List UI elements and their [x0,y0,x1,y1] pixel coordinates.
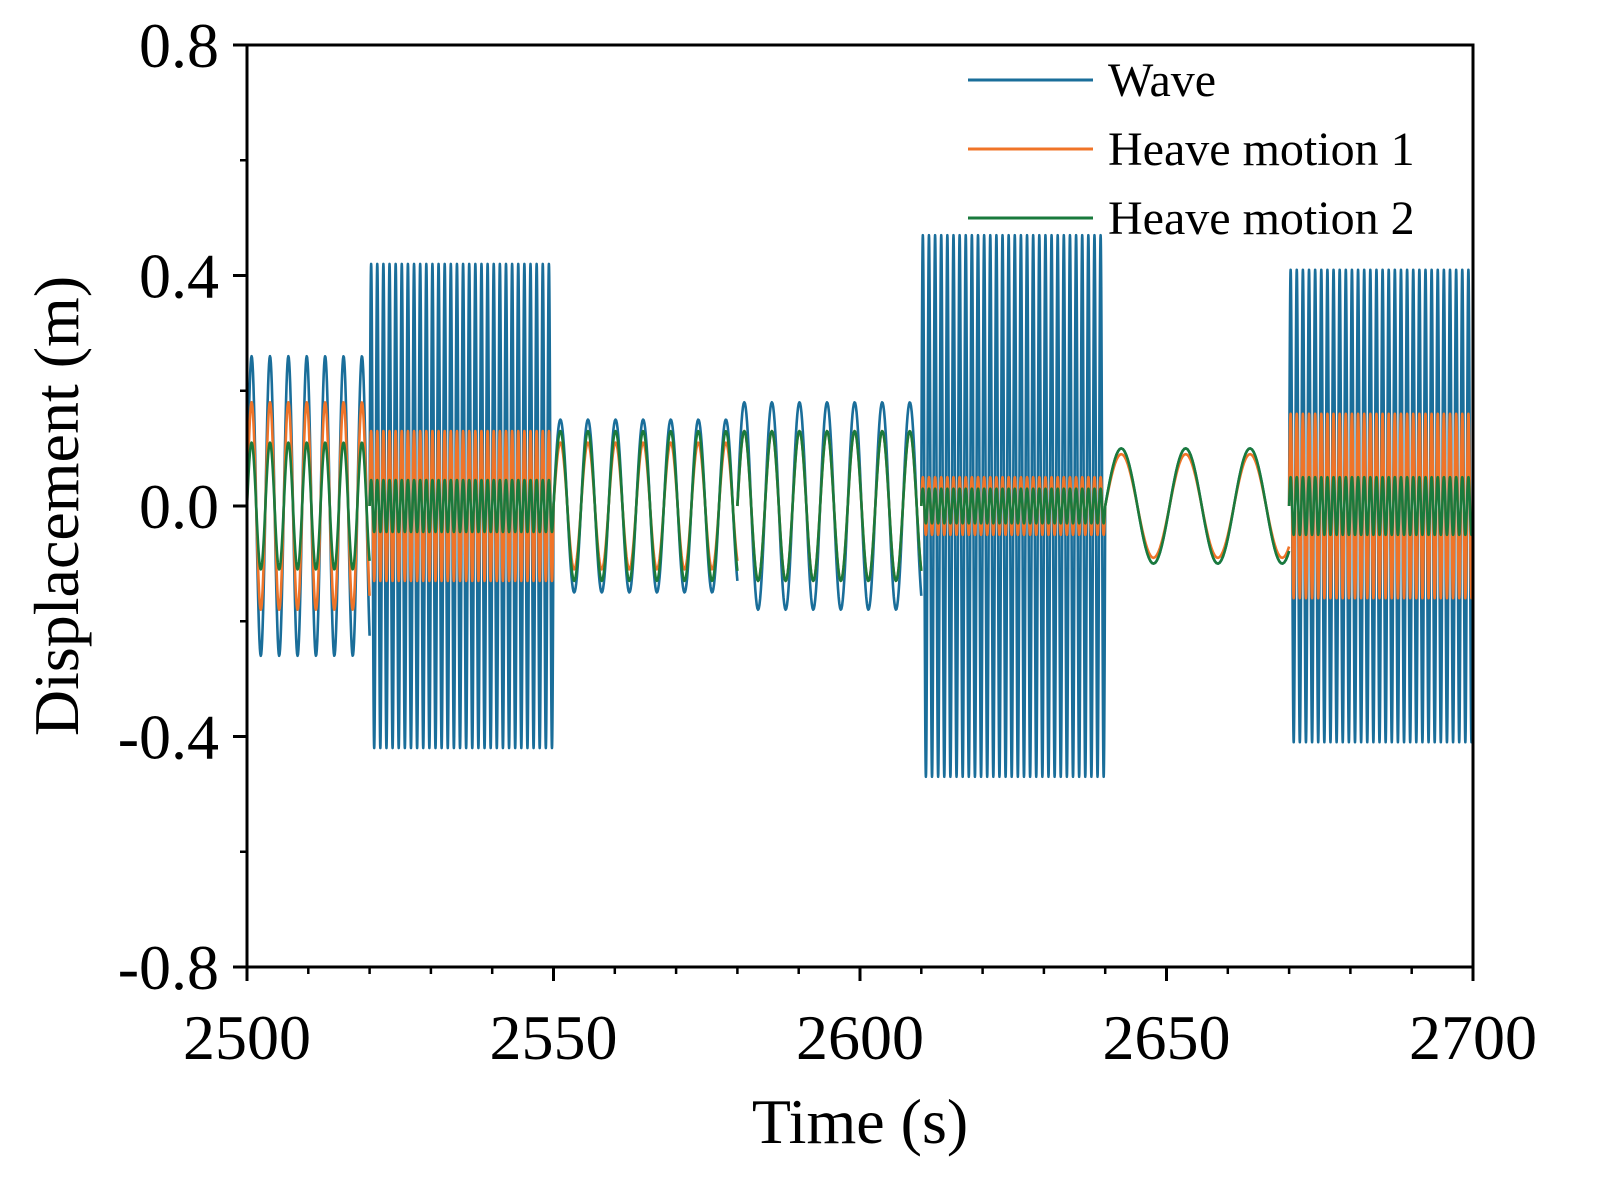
y-axis-title: Displacement (m) [21,276,92,736]
series-line-3-seg-6 [1103,447,1291,565]
axis-ticks [233,43,1475,981]
y-tick-label: -0.8 [118,932,219,1003]
x-tick-label: 2550 [490,1002,618,1073]
series-line-3-seg-2 [368,478,555,534]
series-line-3-seg-7 [1287,475,1475,537]
legend-item-2: Heave motion 1 [968,123,1415,176]
legend-label: Heave motion 1 [1108,123,1415,176]
legend: Wave Heave motion 1 Heave motion 2 [968,54,1415,245]
series-line-3-seg-4 [736,429,923,583]
x-tick-label: 2650 [1103,1002,1231,1073]
axis-tick-labels: 2500 2550 2600 2650 2700 -0.8 -0.4 0.0 0.4 0.8 [118,10,1537,1073]
x-tick-label: 2600 [796,1002,924,1073]
y-tick-label: 0.8 [139,10,219,81]
x-tick-label: 2700 [1409,1002,1537,1073]
series-3 [245,429,1475,583]
series-line-3-seg-3 [552,429,739,583]
y-tick-label: 0.4 [139,241,219,312]
series-line-1-seg-6 [1103,447,1291,565]
series-line-2-seg-6 [1103,452,1291,560]
y-tick-label: -0.4 [118,702,219,773]
legend-label: Wave [1108,54,1216,107]
series-layer [245,233,1475,779]
legend-label: Heave motion 2 [1108,192,1415,245]
legend-item-1: Wave [968,54,1216,107]
series-line-3-seg-1 [245,441,371,571]
series-line-3-seg-5 [920,487,1107,525]
x-axis-title: Time (s) [752,1086,968,1157]
legend-item-3: Heave motion 2 [968,192,1415,245]
x-tick-label: 2500 [183,1002,311,1073]
y-tick-label: 0.0 [139,471,219,542]
